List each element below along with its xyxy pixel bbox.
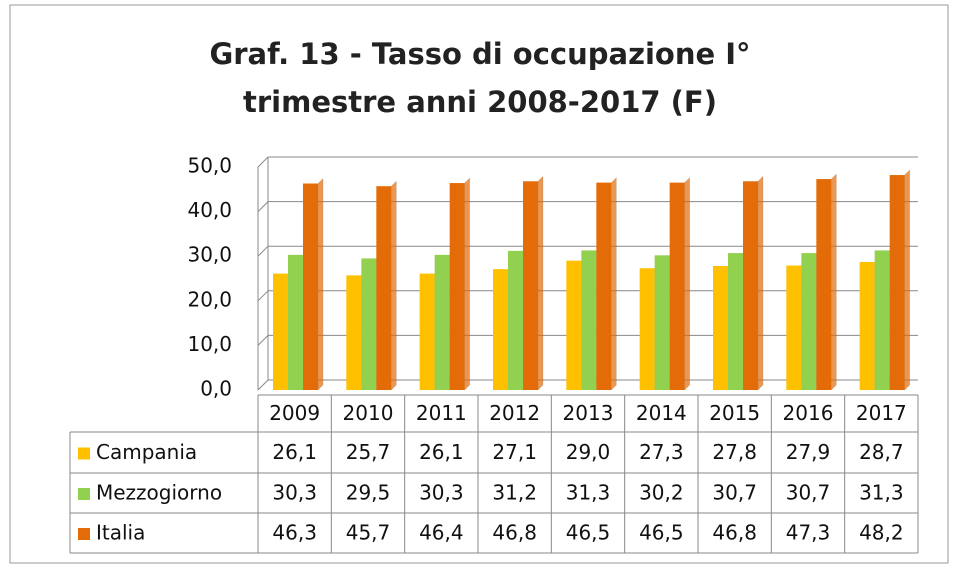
x-tick-label: 2012: [489, 401, 540, 425]
bar: [288, 254, 303, 390]
y-tick-label: 20,0: [187, 287, 232, 311]
bar: [728, 253, 743, 390]
bar-side: [537, 175, 544, 391]
x-tick-label: 2016: [783, 401, 834, 425]
x-tick-label: 2014: [636, 401, 687, 425]
bar-side: [317, 177, 324, 391]
bar: [816, 179, 832, 390]
table-value: 26,1: [272, 440, 317, 464]
table-value: 46,4: [419, 521, 464, 545]
table-value: 46,5: [639, 521, 684, 545]
table-value: 30,3: [272, 481, 317, 505]
bar: [346, 275, 362, 390]
bar: [449, 183, 465, 390]
bar-side: [757, 175, 764, 391]
x-tick-label: 2010: [343, 401, 394, 425]
grid-line-depth: [257, 201, 269, 212]
table-value: 46,5: [566, 521, 611, 545]
bar-side: [464, 177, 470, 391]
x-tick-label: 2013: [563, 401, 614, 425]
bar: [581, 250, 597, 390]
grid-line-depth: [257, 290, 269, 302]
bar: [639, 268, 655, 390]
bar: [889, 175, 905, 390]
table-value: 45,7: [346, 521, 391, 545]
x-tick-label: 2017: [856, 401, 907, 425]
bar: [713, 266, 728, 390]
table-value: 26,1: [419, 440, 464, 464]
y-tick-label: 50,0: [187, 154, 232, 178]
legend-label: Mezzogiorno: [96, 481, 222, 505]
bar: [566, 260, 582, 390]
table-value: 30,7: [712, 481, 757, 505]
table-value: 31,3: [566, 481, 611, 505]
legend-swatch: [78, 488, 90, 500]
bar: [376, 186, 392, 390]
x-tick-label: 2011: [416, 401, 467, 425]
bar-side: [831, 173, 837, 391]
bar: [801, 253, 817, 390]
table-value: 31,2: [492, 481, 537, 505]
table-value: 27,3: [639, 440, 684, 464]
bar: [743, 181, 758, 390]
table-value: 27,9: [786, 440, 831, 464]
y-tick-label: 10,0: [187, 332, 232, 356]
table-value: 46,8: [712, 521, 757, 545]
bar: [434, 254, 450, 390]
table-value: 29,0: [566, 440, 611, 464]
x-tick-label: 2009: [269, 401, 320, 425]
chart-title: Graf. 13 - Tasso di occupazione I° trime…: [209, 37, 751, 119]
bar: [508, 250, 523, 390]
grid-line-depth: [257, 245, 269, 257]
legend-swatch: [78, 528, 90, 540]
bar-side: [684, 177, 690, 391]
bar: [361, 258, 377, 390]
y-tick-label: 0,0: [200, 377, 232, 401]
bar: [874, 250, 890, 390]
bar: [493, 269, 508, 390]
x-tick-label: 2015: [709, 401, 760, 425]
legend-label: Campania: [96, 440, 197, 464]
bar: [669, 182, 685, 390]
table-value: 46,8: [492, 521, 537, 545]
bar: [596, 182, 612, 390]
bar-side: [904, 169, 910, 391]
table-value: 28,7: [859, 440, 904, 464]
bar: [273, 273, 288, 390]
bar: [419, 273, 435, 390]
table-value: 30,3: [419, 481, 464, 505]
bar-side: [611, 177, 617, 391]
table-value: 31,3: [859, 481, 904, 505]
y-tick-label: 30,0: [187, 243, 232, 267]
table-value: 46,3: [272, 521, 317, 545]
legend-swatch: [78, 447, 90, 460]
bar: [654, 255, 670, 390]
table-value: 30,2: [639, 481, 684, 505]
bar: [523, 181, 538, 390]
table-value: 29,5: [346, 481, 391, 505]
y-tick-label: 40,0: [187, 198, 232, 222]
table-value: 25,7: [346, 440, 391, 464]
bar: [786, 265, 802, 390]
table-value: 30,7: [786, 481, 831, 505]
table-value: 48,2: [859, 521, 904, 545]
bar: [859, 261, 875, 390]
table-value: 27,1: [492, 440, 537, 464]
grid-line-depth: [257, 379, 269, 391]
table-value: 27,8: [712, 440, 757, 464]
grid-line-depth: [257, 335, 269, 346]
table-value: 47,3: [786, 521, 831, 545]
chart-frame: [9, 4, 949, 564]
bar-side: [391, 180, 397, 391]
bar: [303, 183, 318, 390]
legend-label: Italia: [96, 521, 145, 545]
grid-line-depth: [257, 156, 269, 168]
